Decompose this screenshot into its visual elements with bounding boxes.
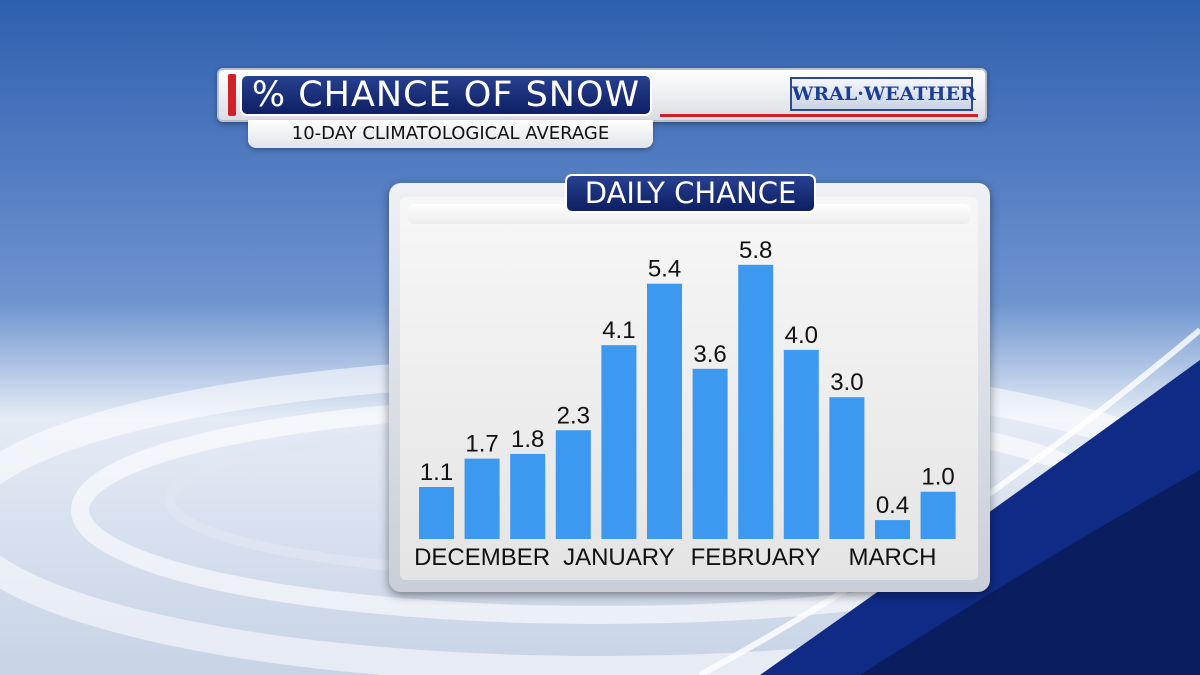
chart-panel-gloss — [408, 204, 970, 224]
bar-10 — [829, 397, 865, 539]
data-label-3: 1.8 — [511, 426, 544, 453]
bar-1 — [419, 487, 454, 539]
month-label-4: MARCH — [849, 544, 937, 571]
data-label-12: 1.0 — [921, 464, 954, 491]
bar-4 — [555, 430, 591, 539]
bar-12 — [920, 491, 956, 539]
data-label-11: 0.4 — [876, 492, 909, 519]
bar-11 — [875, 520, 910, 539]
month-label-1: DECEMBER — [414, 544, 550, 571]
chart-title: DAILY CHANCE — [565, 174, 816, 213]
data-label-8: 5.8 — [739, 237, 772, 264]
data-label-6: 5.4 — [648, 256, 681, 283]
page-subtitle: 10-DAY CLIMATOLOGICAL AVERAGE — [248, 120, 653, 148]
data-label-7: 3.6 — [693, 341, 726, 368]
bar-2 — [464, 458, 500, 539]
data-label-5: 4.1 — [602, 317, 635, 344]
bar-8 — [738, 264, 774, 539]
data-label-1: 1.1 — [420, 459, 453, 486]
data-label-9: 4.0 — [785, 322, 818, 349]
station-logo: WRAL·WEATHER — [790, 77, 976, 111]
data-label-10: 3.0 — [830, 369, 863, 396]
data-label-4: 2.3 — [557, 402, 590, 429]
bar-7 — [692, 368, 728, 539]
data-label-2: 1.7 — [465, 431, 498, 458]
bar-6 — [647, 283, 682, 539]
bar-5 — [601, 345, 637, 539]
page-title: % CHANCE OF SNOW — [240, 74, 652, 116]
bar-3 — [510, 453, 546, 539]
month-label-3: FEBRUARY — [691, 544, 821, 571]
bar-9 — [783, 349, 819, 539]
bar-chart: 1.1 1.7 1.8 2.3 4.1 5.4 3.6 5.8 4.0 3.0 0.4 1.0 DEC… — [414, 237, 956, 571]
title-underline — [660, 114, 978, 117]
title-accent — [228, 74, 236, 116]
month-label-2: JANUARY — [563, 544, 675, 571]
